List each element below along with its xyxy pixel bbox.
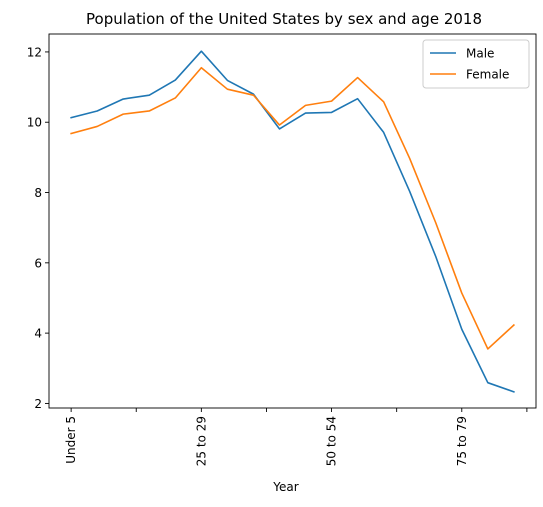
chart-title: Population of the United States by sex a… [86,10,482,28]
x-tick-label: 75 to 79 [455,416,469,466]
y-tick-label: 12 [27,45,42,59]
y-tick-label: 10 [27,116,42,130]
y-tick-label: 4 [34,327,42,341]
plot-frame [48,33,537,409]
y-tick-label: 6 [34,256,42,270]
plot-area: 2 4 6 8 10 12 Under 5 25 to 29 50 to 54 75 to 79 [27,33,537,466]
x-tick-label: 25 to 29 [194,416,208,466]
y-tick-label: 2 [34,397,42,411]
x-axis-label: Year [272,480,298,494]
x-tick-label: Under 5 [64,416,78,464]
series-line-female [70,66,515,350]
legend-box [422,39,530,89]
x-tick-label: 50 to 54 [325,416,339,466]
legend-label-male: Male [466,47,494,61]
y-tick-label: 8 [34,186,42,200]
legend-label-female: Female [466,68,509,82]
series-line-male [70,50,515,393]
legend: Male Female [422,39,530,89]
